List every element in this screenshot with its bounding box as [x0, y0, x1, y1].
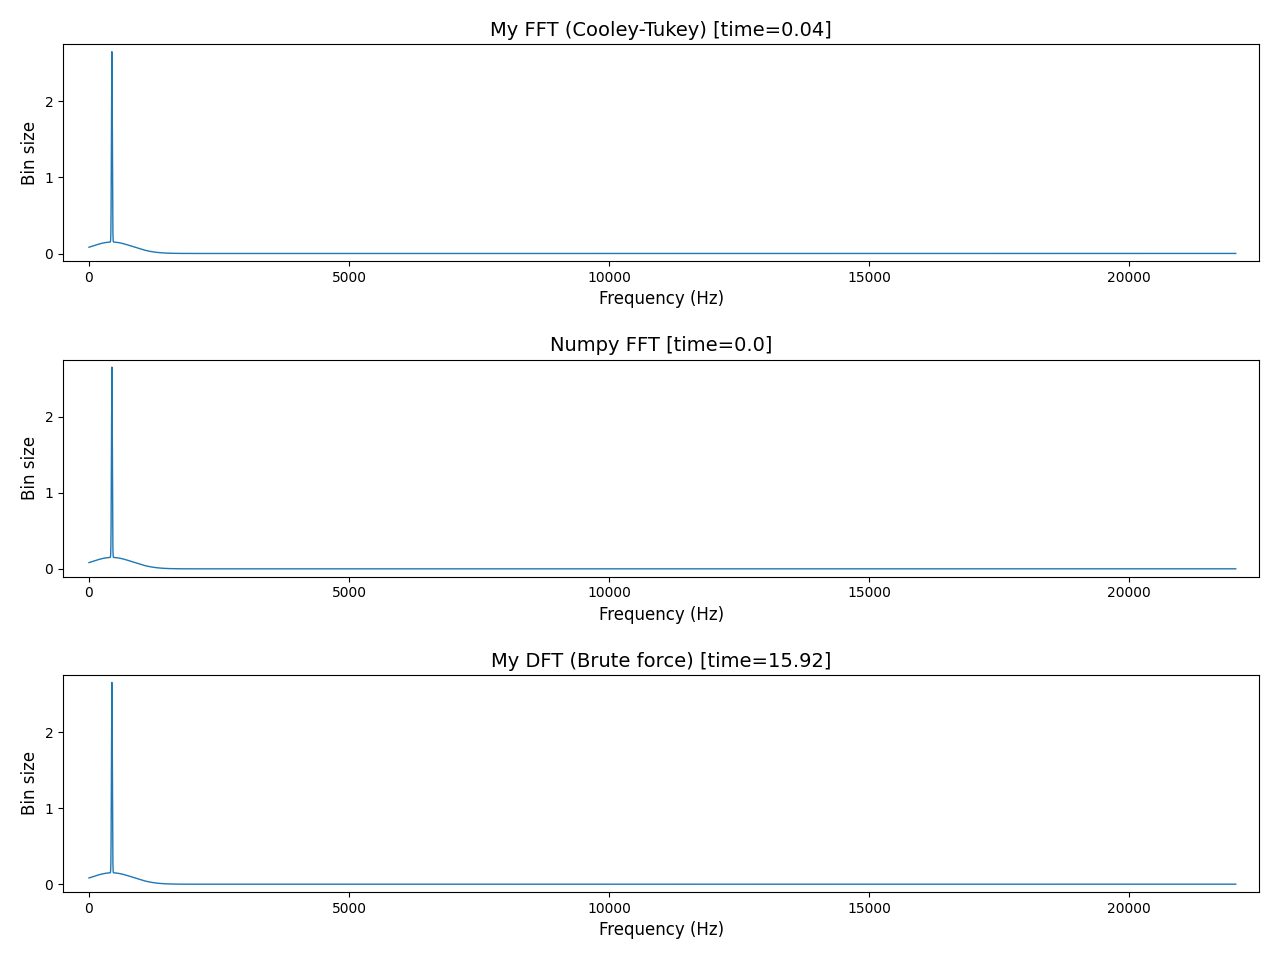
X-axis label: Frequency (Hz): Frequency (Hz)	[599, 606, 723, 624]
Title: Numpy FFT [time=0.0]: Numpy FFT [time=0.0]	[550, 336, 772, 355]
Y-axis label: Bin size: Bin size	[20, 121, 38, 184]
X-axis label: Frequency (Hz): Frequency (Hz)	[599, 922, 723, 939]
Y-axis label: Bin size: Bin size	[20, 436, 38, 500]
Y-axis label: Bin size: Bin size	[20, 752, 38, 815]
Title: My DFT (Brute force) [time=15.92]: My DFT (Brute force) [time=15.92]	[492, 652, 831, 671]
Title: My FFT (Cooley-Tukey) [time=0.04]: My FFT (Cooley-Tukey) [time=0.04]	[490, 21, 832, 39]
X-axis label: Frequency (Hz): Frequency (Hz)	[599, 291, 723, 308]
